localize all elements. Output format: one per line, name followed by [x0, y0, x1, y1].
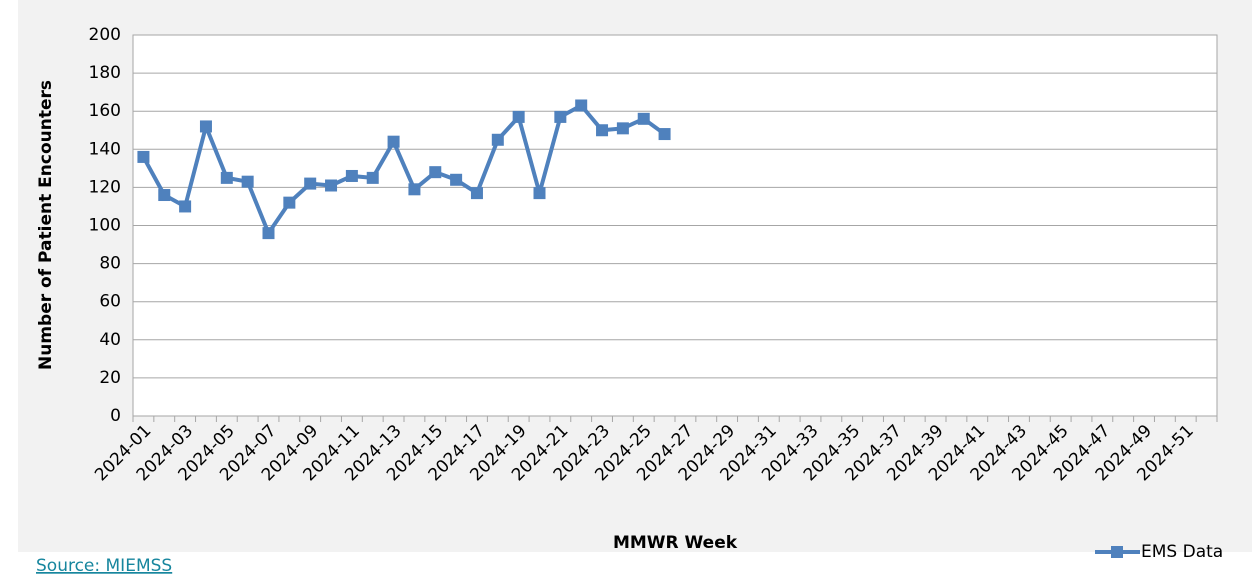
- data-point: [450, 173, 463, 186]
- data-point: [470, 187, 483, 200]
- y-tick-label: 0: [110, 406, 121, 426]
- y-tick-label: 60: [99, 292, 121, 312]
- y-tick-label: 140: [89, 139, 121, 159]
- data-point: [491, 133, 504, 146]
- data-point: [575, 99, 588, 112]
- legend-marker: [1111, 546, 1123, 558]
- y-tick-label: 80: [99, 254, 121, 274]
- data-point: [408, 183, 421, 196]
- data-point: [199, 120, 212, 133]
- y-tick-label: 120: [89, 177, 121, 197]
- data-point: [241, 175, 254, 188]
- data-point: [616, 122, 629, 135]
- data-point: [137, 150, 150, 163]
- data-point: [283, 196, 296, 209]
- data-point: [658, 128, 671, 141]
- y-tick-label: 20: [99, 368, 121, 388]
- y-tick-label: 180: [89, 63, 121, 83]
- y-tick-label: 100: [89, 216, 121, 236]
- data-point: [554, 110, 567, 123]
- data-point: [262, 227, 275, 240]
- data-point: [220, 171, 233, 184]
- data-point: [596, 124, 609, 137]
- data-point: [533, 187, 546, 200]
- data-point: [429, 166, 442, 179]
- x-axis-title: MMWR Week: [613, 533, 738, 553]
- data-point: [325, 179, 338, 192]
- data-point: [637, 112, 650, 125]
- y-tick-label: 200: [89, 25, 121, 45]
- legend-label: EMS Data: [1141, 542, 1223, 562]
- y-tick-label: 160: [89, 101, 121, 121]
- data-point: [158, 189, 171, 202]
- y-axis-title: Number of Patient Encounters: [36, 80, 56, 370]
- data-point: [366, 171, 379, 184]
- source-link[interactable]: Source: MIEMSS: [36, 556, 172, 576]
- data-point: [304, 177, 317, 190]
- data-point: [512, 110, 525, 123]
- data-point: [345, 169, 358, 182]
- data-point: [179, 200, 192, 213]
- y-tick-label: 40: [99, 330, 121, 350]
- data-point: [387, 135, 400, 148]
